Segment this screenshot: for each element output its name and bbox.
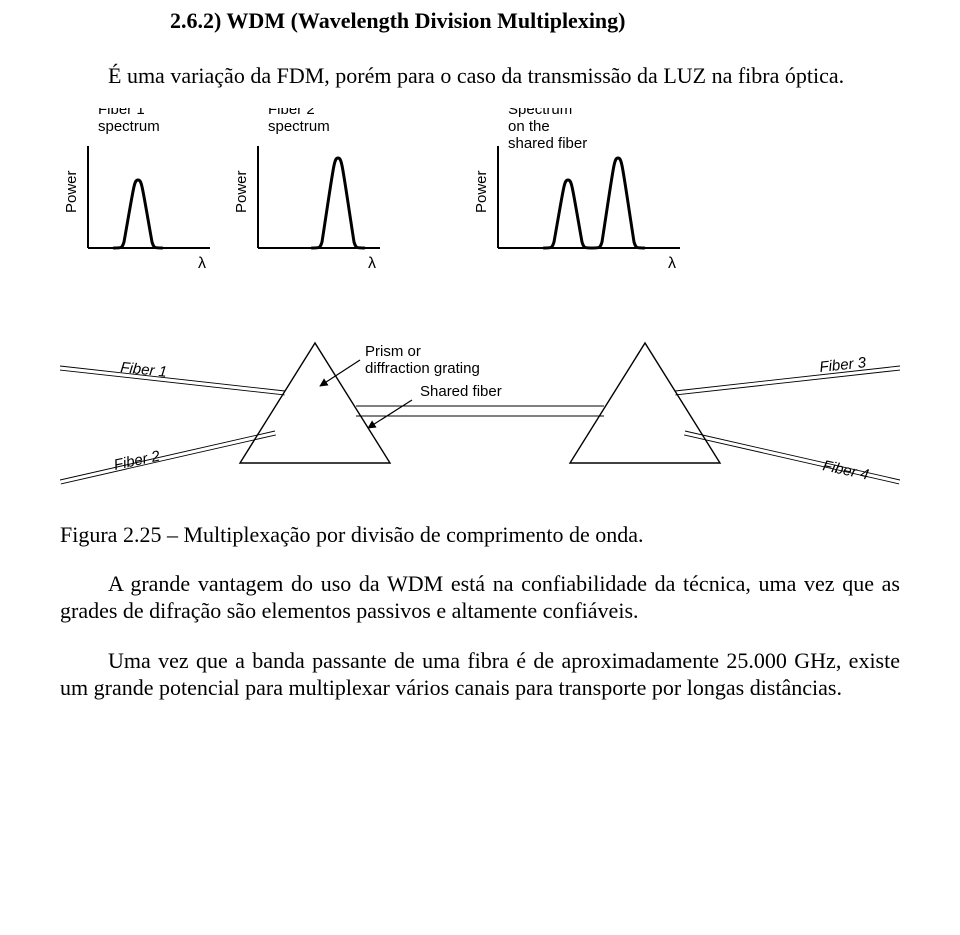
svg-text:diffraction grating: diffraction grating: [365, 360, 480, 377]
svg-text:Fiber 3: Fiber 3: [819, 354, 868, 376]
page: 2.6.2) WDM (Wavelength Division Multiple…: [0, 0, 960, 935]
svg-text:on the: on the: [508, 118, 550, 135]
svg-text:Fiber 1: Fiber 1: [98, 108, 145, 118]
figure-caption: Figura 2.25 – Multiplexação por divisão …: [60, 522, 900, 548]
svg-text:Power: Power: [473, 170, 490, 213]
section-heading: 2.6.2) WDM (Wavelength Division Multiple…: [60, 0, 900, 34]
intro-paragraph: É uma variação da FDM, porém para o caso…: [60, 62, 900, 90]
svg-text:λ: λ: [668, 255, 676, 272]
svg-text:Power: Power: [233, 170, 250, 213]
svg-text:λ: λ: [368, 255, 376, 272]
wdm-diagram-svg: Fiber 1spectrumPowerλFiber 2spectrumPowe…: [60, 108, 900, 518]
svg-text:Spectrum: Spectrum: [508, 108, 572, 118]
svg-text:Fiber 4: Fiber 4: [821, 457, 870, 483]
svg-text:Prism or: Prism or: [365, 343, 421, 360]
svg-text:spectrum: spectrum: [268, 118, 330, 135]
svg-text:spectrum: spectrum: [98, 118, 160, 135]
svg-text:Fiber 2: Fiber 2: [112, 447, 162, 473]
svg-text:Fiber 2: Fiber 2: [268, 108, 315, 118]
svg-text:Power: Power: [63, 170, 80, 213]
svg-text:shared fiber: shared fiber: [508, 135, 587, 152]
paragraph-advantage: A grande vantagem do uso da WDM está na …: [60, 570, 900, 625]
svg-text:λ: λ: [198, 255, 206, 272]
wdm-figure: Fiber 1spectrumPowerλFiber 2spectrumPowe…: [60, 108, 900, 518]
svg-text:Shared fiber: Shared fiber: [420, 383, 502, 400]
paragraph-bandwidth: Uma vez que a banda passante de uma fibr…: [60, 647, 900, 702]
